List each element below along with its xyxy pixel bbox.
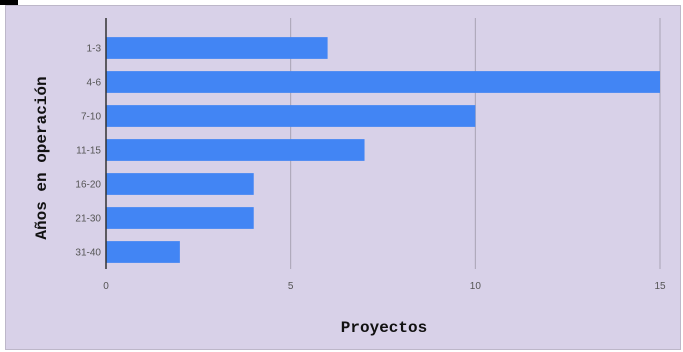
y-tick-label-21-30: 21-30 bbox=[75, 214, 101, 225]
x-axis-title: Proyectos bbox=[341, 319, 427, 337]
y-tick-label-31-40: 31-40 bbox=[75, 248, 101, 259]
y-tick-label-1-3: 1-3 bbox=[87, 44, 102, 55]
value-tick-labels: 0 5 10 15 bbox=[103, 281, 666, 292]
x-tick-label-0: 0 bbox=[103, 281, 109, 292]
bar-4-6 bbox=[106, 71, 660, 93]
top-border-gap bbox=[18, 0, 683, 5]
y-tick-label-4-6: 4-6 bbox=[87, 78, 102, 89]
bar-31-40 bbox=[106, 241, 180, 263]
y-tick-label-11-15: 11-15 bbox=[76, 146, 101, 157]
bar-11-15 bbox=[106, 139, 365, 161]
bar-1-3 bbox=[106, 37, 328, 59]
bar-16-20 bbox=[106, 173, 254, 195]
y-tick-label-16-20: 16-20 bbox=[75, 180, 101, 191]
bar-21-30 bbox=[106, 207, 254, 229]
bars bbox=[106, 37, 660, 263]
y-tick-label-7-10: 7-10 bbox=[81, 112, 101, 123]
y-axis-title: Años en operación bbox=[33, 76, 51, 239]
x-tick-label-10: 10 bbox=[470, 281, 482, 292]
x-tick-label-5: 5 bbox=[288, 281, 294, 292]
x-tick-label-15: 15 bbox=[654, 281, 666, 292]
category-tick-labels: 1-3 4-6 7-10 11-15 16-20 21-30 31-40 bbox=[75, 44, 101, 259]
bar-7-10 bbox=[106, 105, 476, 127]
